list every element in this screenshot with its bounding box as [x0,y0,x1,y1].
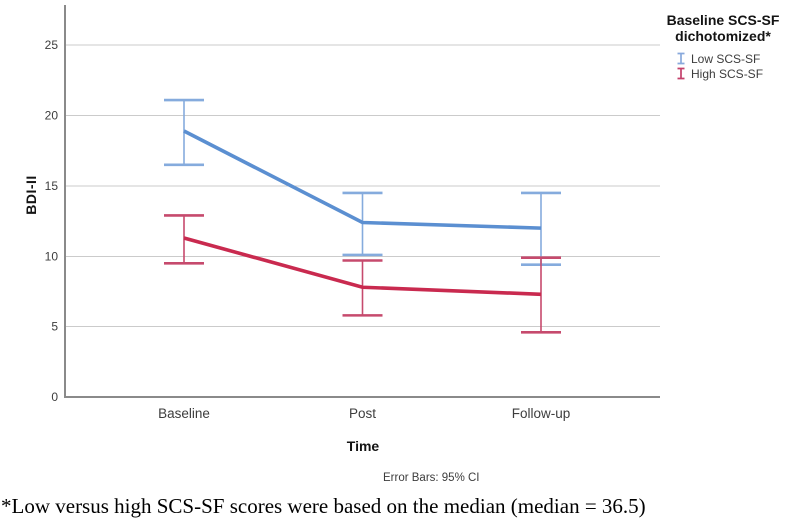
y-axis-title: BDI-II [23,175,39,215]
legend: Baseline SCS-SF dichotomized* Low SCS-SF… [663,12,783,81]
y-tick-label: 25 [45,38,59,52]
error-bars-caption: Error Bars: 95% CI [383,472,480,484]
error-bar-icon [677,52,685,65]
legend-item-label: High SCS-SF [691,66,764,81]
series-line-high-scs-sf [183,236,542,297]
footnote: *Low versus high SCS-SF scores were base… [1,494,646,518]
legend-item-label: Low SCS-SF [691,51,761,66]
error-bar-icon [677,67,685,80]
legend-item-low-scs-sf: Low SCS-SF [676,51,783,66]
y-tick-label: 5 [51,320,58,334]
x-category-label: Baseline [158,406,210,421]
x-axis-title: Time [346,438,380,454]
legend-title: Baseline SCS-SF dichotomized* [666,12,780,44]
error-bar-icon-path [677,52,685,65]
plot-area: 0 5 10 15 20 25 Baseline Post Follow-up [45,5,660,421]
series-line-low-scs-sf [183,129,542,230]
x-category-label: Post [349,406,376,421]
x-category-label: Follow-up [512,406,571,421]
y-tick-label: 0 [51,390,58,404]
y-tick-label: 20 [45,109,59,123]
error-bar-icon-path [677,67,685,80]
legend-item-high-scs-sf: High SCS-SF [676,66,783,81]
y-tick-label: 15 [45,179,59,193]
legend-items: Low SCS-SF High SCS-SF [663,51,783,81]
y-tick-label: 10 [45,249,59,263]
